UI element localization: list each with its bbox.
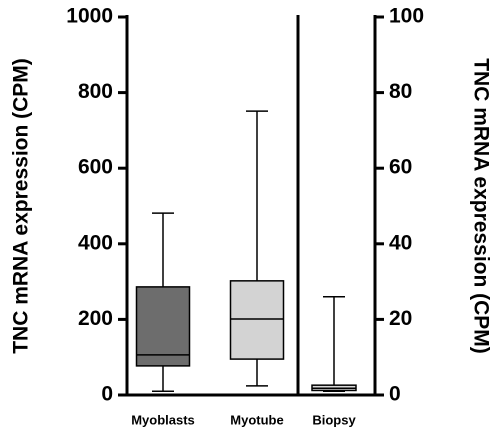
y2-tick-label: 40 xyxy=(389,231,412,254)
y2-tick-label: 0 xyxy=(389,383,401,406)
y2-tick-label: 60 xyxy=(389,156,412,179)
y-tick-label: 200 xyxy=(78,307,113,330)
box xyxy=(135,286,191,367)
y-tick-label: 0 xyxy=(101,383,113,406)
y2-tick-label: 80 xyxy=(389,80,412,103)
y-tick-label: 1000 xyxy=(66,5,113,28)
y-tick-label: 800 xyxy=(78,80,113,103)
y2-tick-label: 100 xyxy=(389,5,424,28)
y2-axis-label: TNC mRNA expression (CPM) xyxy=(469,58,492,354)
box xyxy=(229,280,285,360)
y-tick-label: 400 xyxy=(78,231,113,254)
y-axis-label: TNC mRNA expression (CPM) xyxy=(10,58,33,354)
y2-tick-label: 20 xyxy=(389,307,412,330)
x-tick-label: Myoblasts xyxy=(131,412,195,427)
x-tick-label: Biopsy xyxy=(312,412,356,427)
y-tick-label: 600 xyxy=(78,156,113,179)
x-tick-label: Myotube xyxy=(230,412,283,427)
